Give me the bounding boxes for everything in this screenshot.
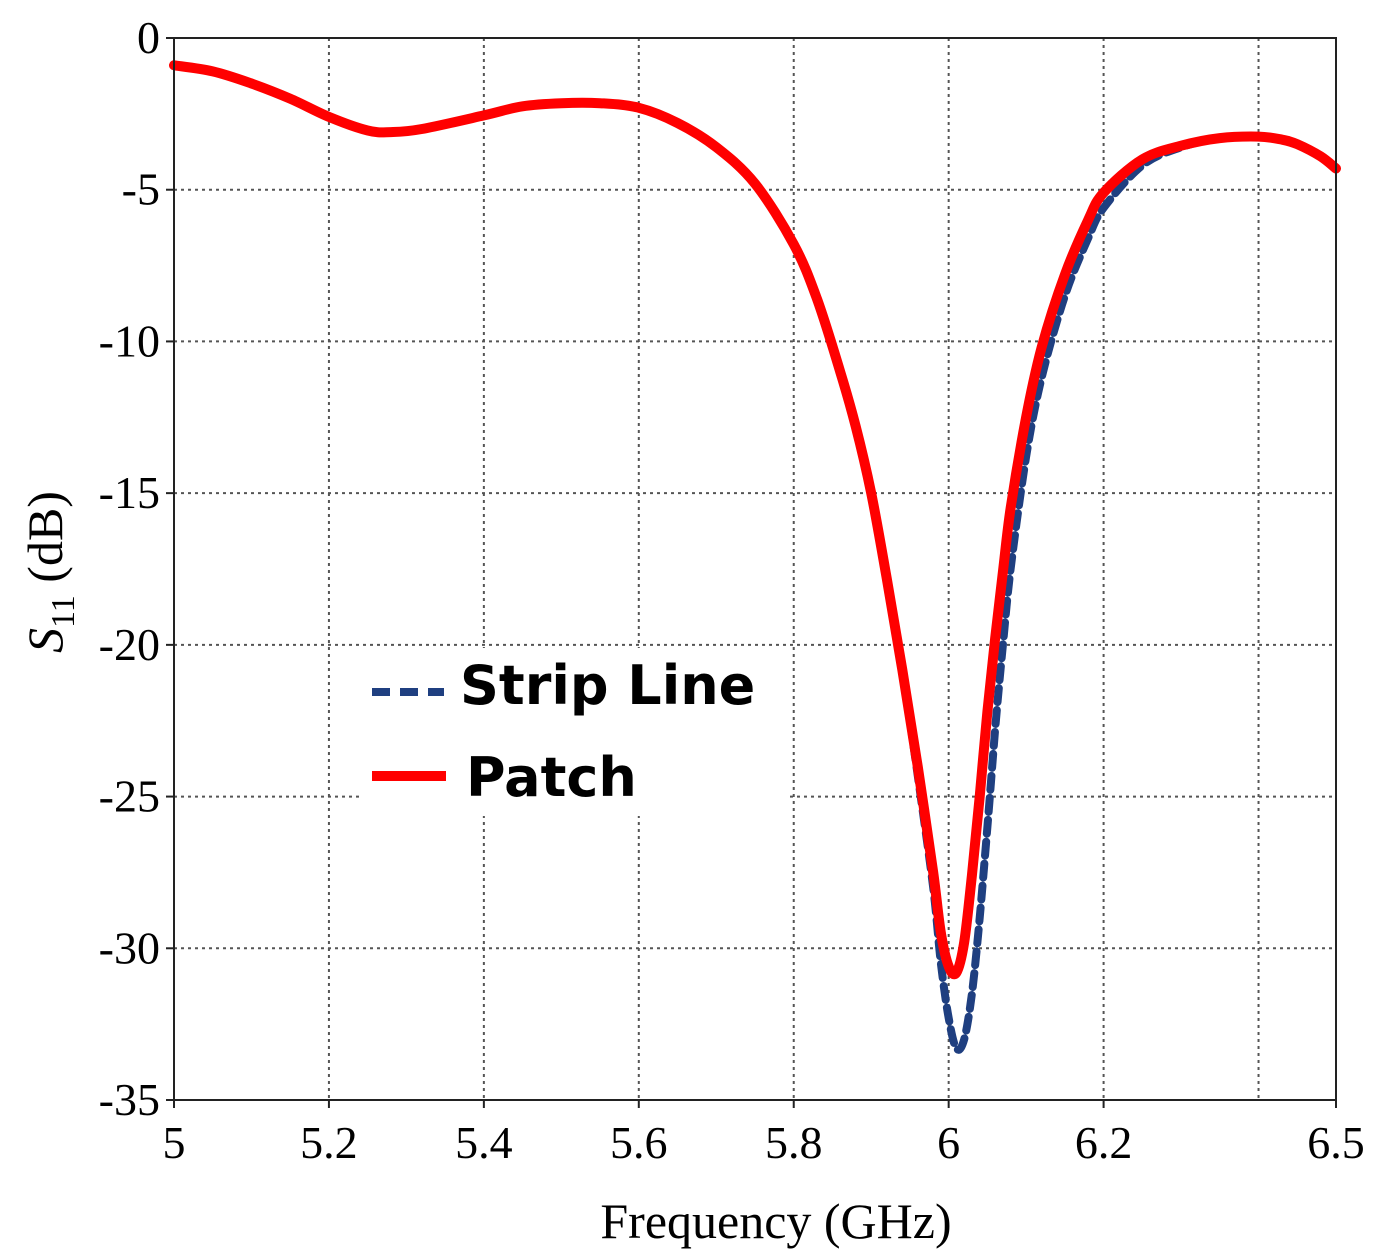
y-tick-label: -35 [99, 1074, 160, 1125]
x-tick-label: 6.5 [1307, 1117, 1365, 1168]
x-tick-label: 6.2 [1075, 1117, 1133, 1168]
legend-label-patch: Patch [466, 746, 637, 809]
x-tick-label: 6 [937, 1117, 960, 1168]
x-tick-labels: 5 5.2 5.4 5.6 5.8 6 6.2 6.5 [163, 1100, 1365, 1168]
x-tick-label: 5 [163, 1117, 186, 1168]
plot-frame [173, 37, 1337, 1101]
y-tick-label: -10 [99, 315, 160, 366]
y-axis-title-unit: (dB) [17, 491, 73, 595]
plot-background [174, 38, 1336, 1100]
legend-label-strip-line: Strip Line [460, 654, 755, 717]
x-tick-label: 5.8 [765, 1117, 823, 1168]
y-tick-label: -20 [99, 619, 160, 670]
y-tick-label: 0 [137, 12, 160, 63]
x-tick-label: 5.6 [610, 1117, 668, 1168]
y-tick-labels: 0 -5 -10 -15 -20 -25 -30 -35 [99, 12, 174, 1125]
x-axis-title: Frequency (GHz) [600, 1193, 951, 1249]
y-axis-title: S11 (dB) [17, 491, 82, 653]
y-tick-label: -30 [99, 922, 160, 973]
y-tick-label: -25 [99, 771, 160, 822]
series-line-patch [169, 60, 1341, 980]
series-layer [169, 60, 1341, 1054]
legend: Strip Line Patch [360, 648, 790, 816]
y-tick-label: -15 [99, 467, 160, 518]
x-tick-label: 5.4 [455, 1117, 513, 1168]
y-tick-label: -5 [122, 164, 160, 215]
y-axis-title-main: S [17, 628, 73, 653]
y-axis-title-subscript: 11 [45, 595, 82, 628]
legend-background [360, 648, 790, 816]
x-tick-label: 5.2 [300, 1117, 358, 1168]
